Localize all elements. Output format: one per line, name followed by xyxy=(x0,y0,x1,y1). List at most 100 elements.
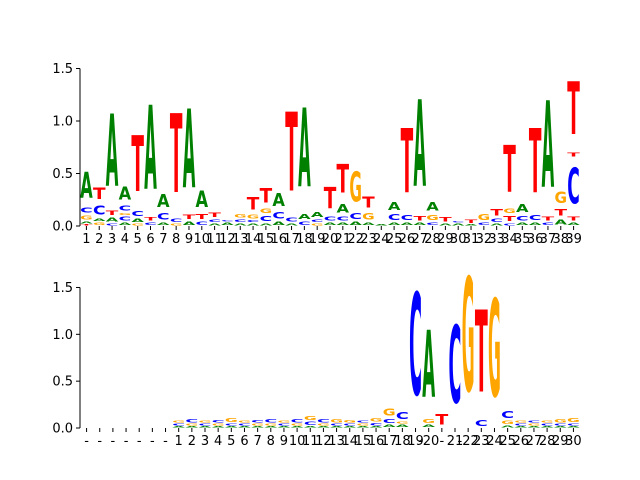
logo-letter-c: C xyxy=(221,220,234,222)
logo-letter-a: A xyxy=(514,426,528,428)
logo-letter-c: C xyxy=(528,420,541,423)
x-tick-label: - xyxy=(111,434,116,449)
logo-letter-a: A xyxy=(183,221,197,226)
logo-letter-a: A xyxy=(304,426,318,428)
logo-letter-c: C xyxy=(516,215,529,222)
logo-letter-c: C xyxy=(337,215,350,221)
logo-letter-a: A xyxy=(196,186,209,212)
logo-letter-g: G xyxy=(349,164,362,212)
logo-letter-c: C xyxy=(199,423,212,426)
logo-letter-a: A xyxy=(516,222,530,226)
logo-letter-a: A xyxy=(93,218,107,222)
logo-letter-t: T xyxy=(337,156,350,202)
logo-letter-c: C xyxy=(317,419,330,424)
logo-letter-a: A xyxy=(106,217,119,223)
logo-letter-a: A xyxy=(157,222,171,226)
x-tick-label: 2 xyxy=(95,232,103,247)
logo-letter-a: A xyxy=(529,222,543,226)
logo-letter-g: G xyxy=(212,423,225,426)
logo-letter-c: C xyxy=(225,423,238,426)
x-tick-label: 24 xyxy=(486,434,503,449)
logo-letter-c: C xyxy=(170,217,183,222)
logo-letter-a: A xyxy=(106,93,119,209)
logo-letter-g: G xyxy=(488,274,501,429)
logo-letter-t: T xyxy=(170,93,183,218)
logo-letter-a: A xyxy=(172,426,186,428)
x-tick-label: 16 xyxy=(368,434,385,449)
x-tick-label: 19 xyxy=(407,434,424,449)
x-tick-label: - xyxy=(163,434,168,449)
logo-letter-g: G xyxy=(422,419,435,425)
logo-letter-g: G xyxy=(264,423,277,426)
y-tick-label: 0.0 xyxy=(52,422,73,437)
x-tick-label: 7 xyxy=(253,434,261,449)
logo-letter-t: T xyxy=(93,185,106,204)
x-tick-label: -22 xyxy=(458,434,479,449)
x-tick-label: 29 xyxy=(552,434,569,449)
logo-letter-a: A xyxy=(225,426,239,428)
logo-letter-c: C xyxy=(291,419,304,424)
x-tick-label: 9 xyxy=(280,434,288,449)
logo-letter-c: C xyxy=(501,410,514,421)
x-tick-label: 31 xyxy=(463,232,480,247)
logo-letter-a: A xyxy=(272,190,285,211)
logo-letter-c: C xyxy=(514,423,527,426)
logo-letter-a: A xyxy=(80,164,93,207)
x-tick-label: 24 xyxy=(373,232,390,247)
x-tick-label: 21 xyxy=(447,434,464,449)
logo-letter-g: G xyxy=(93,222,106,226)
logo-letter-g: G xyxy=(554,188,567,208)
logo-letter-a: A xyxy=(157,191,170,212)
x-tick-label: - xyxy=(84,434,89,449)
x-tick-label: 5 xyxy=(134,232,142,247)
x-tick-label: 30 xyxy=(450,232,467,247)
logo-letter-a: A xyxy=(413,77,426,214)
logo-letter-g: G xyxy=(503,207,516,215)
logo-letter-a: A xyxy=(375,224,388,226)
logo-letter-g: G xyxy=(251,423,264,426)
x-tick-label: 3 xyxy=(108,232,116,247)
logo-letter-a: A xyxy=(388,200,401,213)
logo-letter-g: G xyxy=(304,415,317,422)
logo-letter-a: A xyxy=(541,426,555,428)
logo-letter-a: A xyxy=(422,424,436,428)
y-tick-label: 1.5 xyxy=(52,281,73,296)
logo-letter-c: C xyxy=(370,422,383,426)
logo-letter-g: G xyxy=(234,214,247,219)
logo-letter-c: C xyxy=(449,305,462,428)
logo-letter-c: C xyxy=(567,423,580,426)
logo-letter-c: C xyxy=(298,221,311,226)
x-tick-label: 8 xyxy=(172,232,180,247)
logo-letter-a: A xyxy=(80,221,93,224)
logo-letter-a: A xyxy=(298,89,311,213)
logo-letter-a: A xyxy=(422,312,435,419)
logo-letter-g: G xyxy=(362,211,375,222)
logo-letter-c: C xyxy=(212,420,225,424)
logo-letter-g: G xyxy=(80,214,93,221)
logo-letter-g: G xyxy=(311,223,324,226)
x-tick-label: 37 xyxy=(540,232,557,247)
logo-letter-a: A xyxy=(330,426,344,428)
x-tick-label: 26 xyxy=(399,232,416,247)
y-tick-label: 0.0 xyxy=(52,220,73,235)
logo-letter-a: A xyxy=(356,426,370,428)
logo-letter-c: C xyxy=(264,419,277,424)
logo-letter-c: C xyxy=(478,222,491,226)
logo-letter-t: T xyxy=(554,208,567,218)
logo-letter-t: T xyxy=(567,152,581,158)
logo-letter-c: C xyxy=(452,221,465,223)
logo-letter-a: A xyxy=(208,223,221,226)
x-tick-label: 27 xyxy=(411,232,428,247)
logo-letter-g: G xyxy=(238,421,251,424)
x-tick-label: 22 xyxy=(347,232,364,247)
y-tick-label: 1.5 xyxy=(52,62,73,77)
x-tick-label: 12 xyxy=(219,232,236,247)
logo-letter-c: C xyxy=(349,212,362,221)
x-tick-label: - xyxy=(150,434,155,449)
logo-letter-a: A xyxy=(370,426,384,428)
logo-letter-a: A xyxy=(183,90,196,214)
logo-letter-t: T xyxy=(285,92,298,217)
y-tick-label: 1.0 xyxy=(52,115,73,130)
logo-letter-g: G xyxy=(119,212,132,215)
x-tick-label: 25 xyxy=(499,434,516,449)
